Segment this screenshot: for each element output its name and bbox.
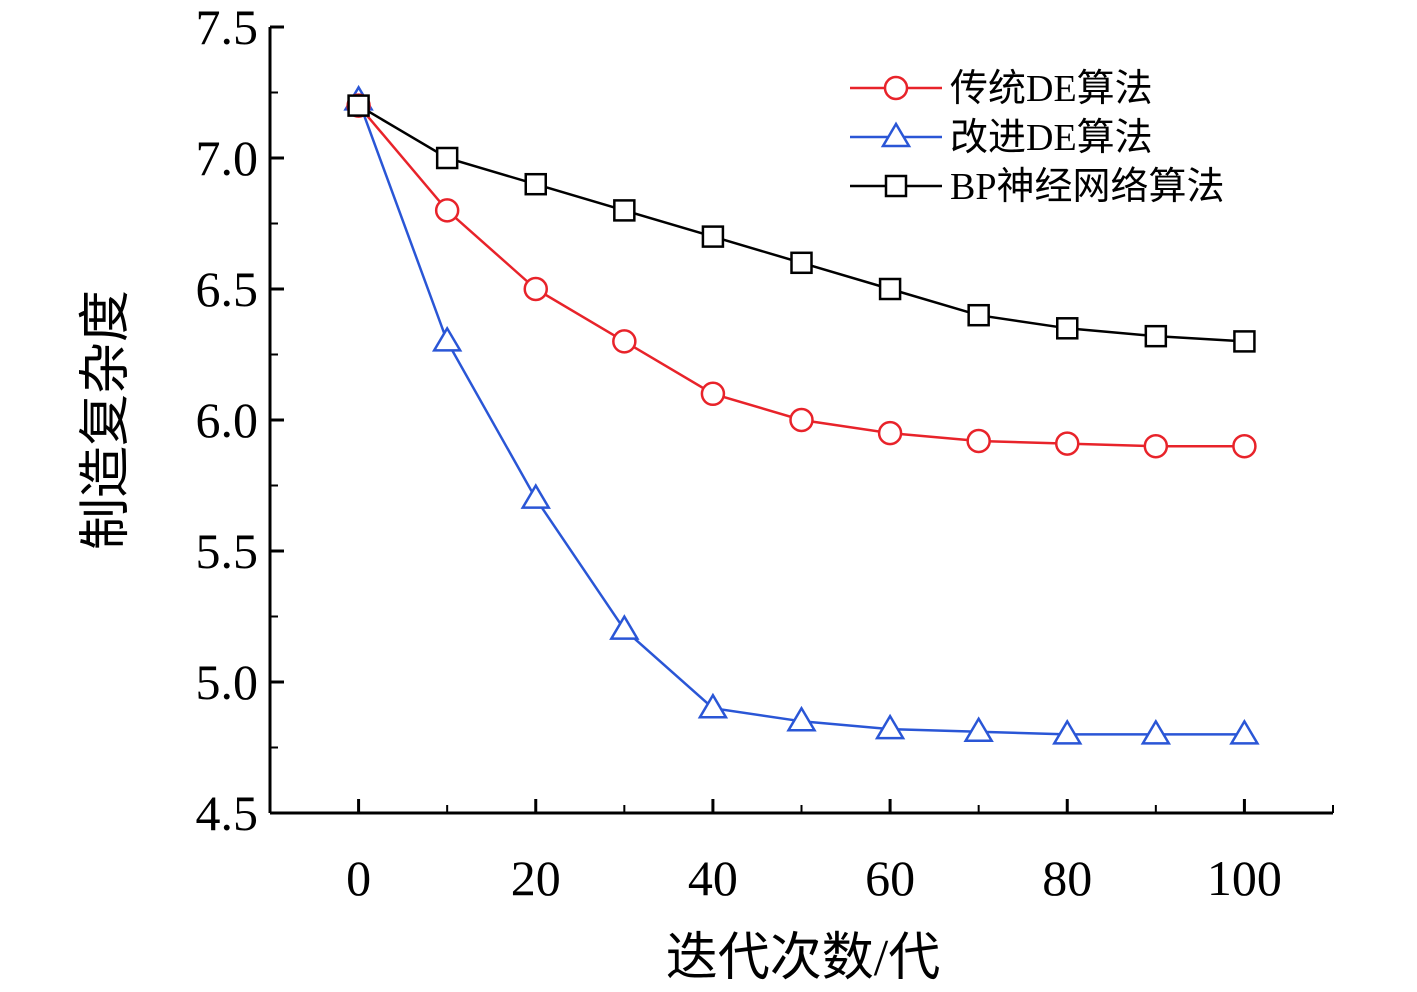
data-point [789,407,814,433]
x-tick-label: 20 [511,850,561,906]
y-tick-label: 5.0 [196,654,259,710]
legend-marker [880,121,912,148]
data-point [878,277,902,301]
data-point [431,325,463,352]
data-point [524,172,547,196]
data-point [786,705,817,732]
data-point [874,713,906,740]
series-markers-square [347,94,1256,353]
data-point [613,199,636,222]
data-point [701,225,725,248]
x-axis-title: 迭代次数/代 [666,930,940,987]
data-point [612,329,637,354]
data-point [1233,330,1256,353]
legend-marker [883,75,909,101]
x-tick-label: 0 [346,850,371,906]
data-point [1052,718,1083,745]
legend-entry: BP神经网络算法 [850,166,1224,208]
y-tick-label: 7.5 [196,0,259,55]
data-point [1055,431,1080,456]
x-tick-label: 100 [1207,850,1282,906]
legend-marker [884,174,908,198]
legend-entry: 改进DE算法 [850,117,1153,159]
data-point [347,94,370,117]
data-point [700,381,726,407]
x-tick-label: 60 [865,850,915,906]
data-point [1144,324,1168,348]
data-point [435,146,459,170]
legend-label: 传统DE算法 [950,68,1153,110]
x-tick-label: 40 [688,850,738,906]
data-point [967,303,990,327]
axes: 4.5 5.0 5.5 6.0 6.5 7.0 7.5 0 20 40 60 80 100 [196,0,1334,906]
legend-label: 改进DE算法 [950,117,1153,159]
data-point [1143,433,1169,459]
x-tick-label: 80 [1042,850,1092,906]
legend-label: BP神经网络算法 [950,166,1224,208]
data-point [1140,718,1172,745]
data-point [697,692,729,719]
y-tick-label: 6.0 [196,392,259,448]
data-point [963,716,994,743]
y-tick-label: 6.5 [196,261,259,317]
data-point [523,276,548,302]
data-point [1229,718,1260,745]
data-point [1056,317,1079,340]
data-point [966,428,991,454]
legend-entry: 传统DE算法 [850,68,1153,110]
data-point [520,483,551,509]
data-point [434,198,460,223]
y-tick-label: 5.5 [196,523,259,579]
data-point [877,420,903,446]
data-point [790,251,813,275]
data-point [1232,433,1257,459]
series-layer [343,84,1260,745]
data-point [609,614,640,640]
y-axis-title: 制造复杂度 [78,290,135,550]
y-tick-label: 7.0 [196,130,259,186]
y-tick-label: 4.5 [196,785,259,841]
